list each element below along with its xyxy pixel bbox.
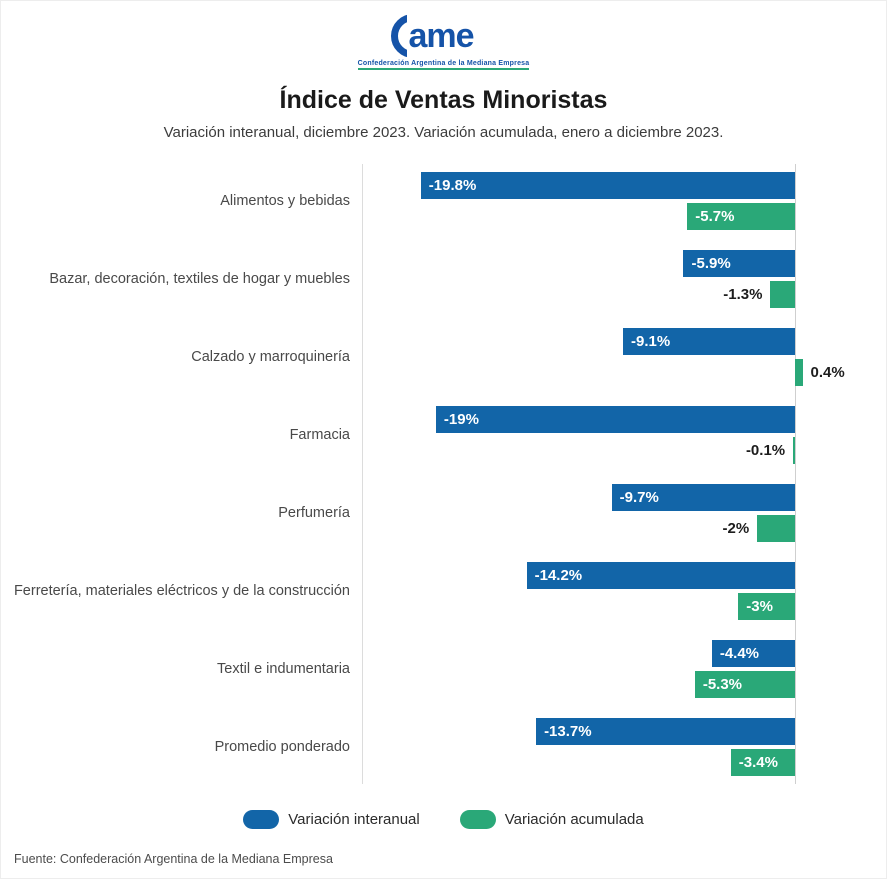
bar-acumulada <box>770 281 795 308</box>
chart-title: Índice de Ventas Minoristas <box>279 86 608 114</box>
row-plot: -14.2% -3% <box>362 552 887 630</box>
bar-acumulada: -5.7% <box>687 203 795 230</box>
bar-chart: Alimentos y bebidas -19.8% -5.7% Bazar, dec… <box>0 162 887 786</box>
bar-value-label: -9.7% <box>619 489 659 506</box>
chart-subtitle: Variación interanual, diciembre 2023. Va… <box>163 124 724 141</box>
bar-acumulada: -3.4% <box>730 749 795 776</box>
came-logo-subtitle: Confederación Argentina de la Mediana Em… <box>357 60 530 70</box>
bar-value-label: -5.7% <box>695 208 735 225</box>
bar-row: Calzado y marroquinería -9.1% 0.4% <box>0 318 887 396</box>
legend-label-acumulada: Variación acumulada <box>504 811 644 828</box>
came-logo-mark: ame <box>390 13 497 59</box>
bar-value-label: -4.4% <box>719 645 760 662</box>
legend-swatch-interanual-icon <box>243 810 280 829</box>
bar-row: Bazar, decoración, textiles de hogar y m… <box>0 240 887 318</box>
bar-row: Alimentos y bebidas -19.8% -5.7% <box>0 162 887 240</box>
legend-swatch-acumulada-icon <box>459 810 496 829</box>
bar-value-label: -3% <box>746 598 773 615</box>
row-plot: -4.4% -5.3% <box>362 630 887 708</box>
bar-value-label: 0.4% <box>810 364 845 381</box>
bar-acumulada <box>757 515 795 542</box>
y-axis-line <box>362 164 363 784</box>
bar-acumulada <box>795 359 803 386</box>
bar-value-label: -1.3% <box>723 286 763 303</box>
came-logo: ame Confederación Argentina de la Median… <box>0 0 887 70</box>
came-logo-text: ame <box>406 14 476 58</box>
bar-interanual: -19% <box>435 406 795 433</box>
bar-row: Textil e indumentaria -4.4% -5.3% <box>0 630 887 708</box>
category-label: Alimentos y bebidas <box>220 193 350 209</box>
bar-row: Farmacia -19% -0.1% <box>0 396 887 474</box>
bar-value-label: -3.4% <box>738 754 778 771</box>
row-plot: -13.7% -3.4% <box>362 708 887 786</box>
bar-value-label: -13.7% <box>544 723 592 740</box>
zero-baseline <box>795 164 796 784</box>
legend: Variación interanual Variación acumulada <box>0 810 887 829</box>
bar-row: Ferretería, materiales eléctricos y de l… <box>0 552 887 630</box>
bar-interanual: -14.2% <box>526 562 795 589</box>
bar-value-label: -14.2% <box>534 567 583 584</box>
chart-rows: Alimentos y bebidas -19.8% -5.7% Bazar, dec… <box>0 162 887 786</box>
bar-value-label: -2% <box>722 520 750 537</box>
source-note: Fuente: Confederación Argentina de la Me… <box>14 852 333 866</box>
bar-value-label: -5.3% <box>702 676 743 693</box>
legend-label-interanual: Variación interanual <box>288 811 420 828</box>
bar-value-label: -19% <box>443 411 479 428</box>
row-plot: -9.7% -2% <box>362 474 887 552</box>
bar-interanual: -9.7% <box>611 484 795 511</box>
category-label: Calzado y marroquinería <box>191 349 350 365</box>
legend-item-acumulada: Variación acumulada <box>459 810 644 829</box>
bar-acumulada: -5.3% <box>694 671 795 698</box>
bar-row: Promedio ponderado -13.7% -3.4% <box>0 708 887 786</box>
bar-interanual: -13.7% <box>536 718 795 745</box>
bar-value-label: -9.1% <box>631 333 671 350</box>
category-label: Bazar, decoración, textiles de hogar y m… <box>49 271 350 287</box>
row-plot: -19.8% -5.7% <box>362 162 887 240</box>
bar-row: Perfumería -9.7% -2% <box>0 474 887 552</box>
bar-interanual: -9.1% <box>623 328 795 355</box>
category-label: Farmacia <box>289 427 350 443</box>
category-label: Textil e indumentaria <box>217 661 350 677</box>
row-plot: -9.1% 0.4% <box>362 318 887 396</box>
legend-item-interanual: Variación interanual <box>243 810 420 829</box>
bar-value-label: -0.1% <box>745 442 786 459</box>
category-label: Promedio ponderado <box>214 739 350 755</box>
category-label: Ferretería, materiales eléctricos y de l… <box>13 583 350 599</box>
bar-acumulada <box>793 437 795 464</box>
bar-value-label: -5.9% <box>691 255 731 272</box>
bar-interanual: -4.4% <box>711 640 795 667</box>
bar-value-label: -19.8% <box>428 177 477 194</box>
bar-interanual: -19.8% <box>420 172 795 199</box>
bar-acumulada: -3% <box>738 593 795 620</box>
row-plot: -5.9% -1.3% <box>362 240 887 318</box>
category-label: Perfumería <box>278 505 350 521</box>
bar-interanual: -5.9% <box>683 250 795 277</box>
row-plot: -19% -0.1% <box>362 396 887 474</box>
